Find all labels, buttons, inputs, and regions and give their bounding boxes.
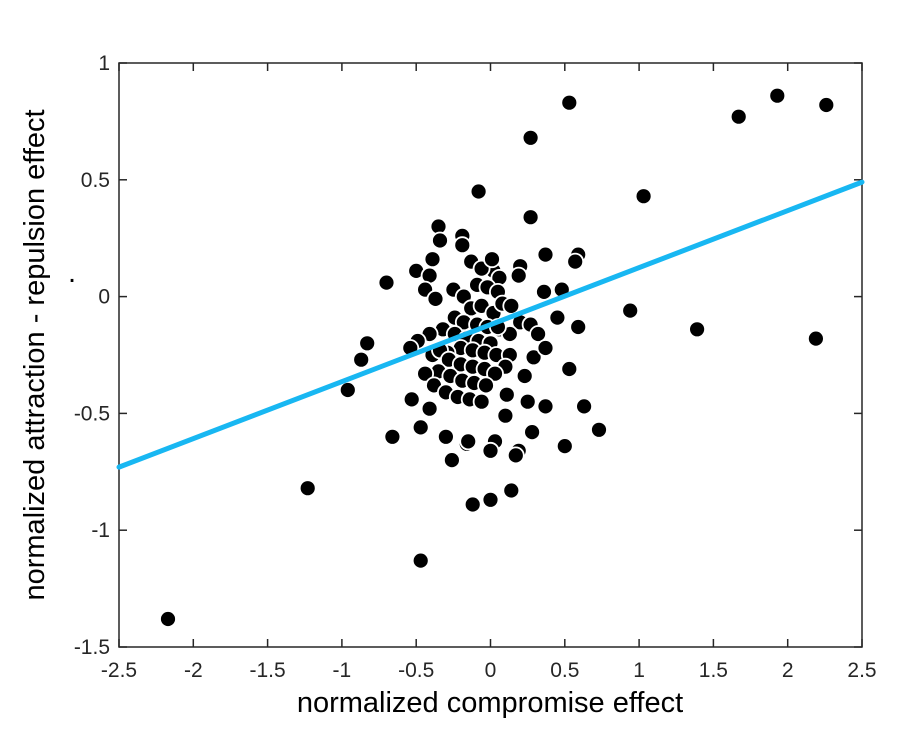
data-point <box>634 187 653 206</box>
x-axis-label: normalized compromise effect <box>297 687 683 719</box>
x-tick-label: -1.5 <box>250 659 286 682</box>
data-point <box>518 392 537 411</box>
y-tick-label: 0.5 <box>81 169 110 192</box>
data-point <box>807 329 825 348</box>
data-point <box>377 273 396 292</box>
data-point <box>477 376 495 395</box>
data-point <box>497 385 516 404</box>
data-point <box>159 610 177 628</box>
data-point <box>502 296 521 315</box>
data-point <box>426 289 445 308</box>
data-point <box>416 364 435 383</box>
y-tick-label: -1.5 <box>74 636 110 659</box>
x-tick-label: -2 <box>184 659 203 682</box>
data-point <box>688 320 706 339</box>
data-point <box>506 446 525 465</box>
y-tick-label: -0.5 <box>74 402 110 425</box>
x-tick-label: -0.5 <box>398 659 434 682</box>
data-point <box>560 360 579 378</box>
data-point <box>575 397 593 416</box>
data-point <box>536 397 555 416</box>
data-point <box>338 381 357 399</box>
data-point <box>555 437 574 456</box>
data-point <box>486 364 504 383</box>
data-point <box>423 250 442 269</box>
data-point <box>566 252 585 271</box>
data-point <box>352 350 371 369</box>
data-point <box>536 245 555 264</box>
y-axis-label: normalized attraction - repulsion effect <box>19 109 51 600</box>
y-tick-label: 1 <box>98 52 110 75</box>
data-point <box>535 282 553 301</box>
data-point <box>548 308 567 327</box>
data-point <box>453 236 472 255</box>
x-tick-label: 0.5 <box>550 659 579 682</box>
data-point <box>442 451 461 470</box>
x-tick-label: 2.5 <box>847 659 876 682</box>
data-point <box>729 107 748 126</box>
y-tick-label: 0 <box>98 286 110 309</box>
data-point <box>536 339 555 357</box>
data-point <box>483 250 501 269</box>
y-tick-label: -1 <box>91 519 110 542</box>
data-point <box>411 551 430 570</box>
data-point <box>521 208 540 227</box>
data-point <box>459 432 478 451</box>
data-point <box>496 406 515 425</box>
data-point <box>481 441 500 460</box>
data-point <box>436 427 455 446</box>
x-tick-label: 1.5 <box>699 659 728 682</box>
data-point <box>515 367 534 385</box>
data-point <box>524 348 543 367</box>
data-point <box>521 128 540 147</box>
data-point <box>768 86 787 105</box>
data-point <box>402 390 421 409</box>
data-point <box>411 418 430 437</box>
data-point <box>431 231 449 250</box>
data-point <box>420 399 439 418</box>
data-point <box>569 318 588 336</box>
data-point <box>502 481 521 500</box>
data-point <box>481 490 500 509</box>
x-tick-label: -1 <box>333 659 352 682</box>
data-point <box>469 182 488 201</box>
x-tick-label: 2 <box>782 659 794 682</box>
data-point <box>529 325 547 343</box>
data-point <box>472 392 491 411</box>
data-point <box>358 334 377 353</box>
x-tick-label: 0 <box>485 659 497 682</box>
trend-line <box>116 179 865 470</box>
data-point <box>590 420 608 439</box>
data-point <box>523 423 541 442</box>
data-point <box>298 479 317 498</box>
x-tick-label: 1 <box>633 659 645 682</box>
data-point <box>383 427 402 446</box>
data-point <box>463 495 482 514</box>
data-point <box>509 266 528 285</box>
x-tick-label: -2.5 <box>101 659 137 682</box>
data-point <box>560 93 579 112</box>
plot-area: -2.5 -2 -1.5 -1 -0.5 0 0.5 1 1.5 2 2.5 -1.5 -1 -0.5 0 0… <box>74 52 877 682</box>
stray-period-mark: . <box>68 257 76 289</box>
data-point <box>621 301 640 320</box>
data-point <box>817 96 836 114</box>
